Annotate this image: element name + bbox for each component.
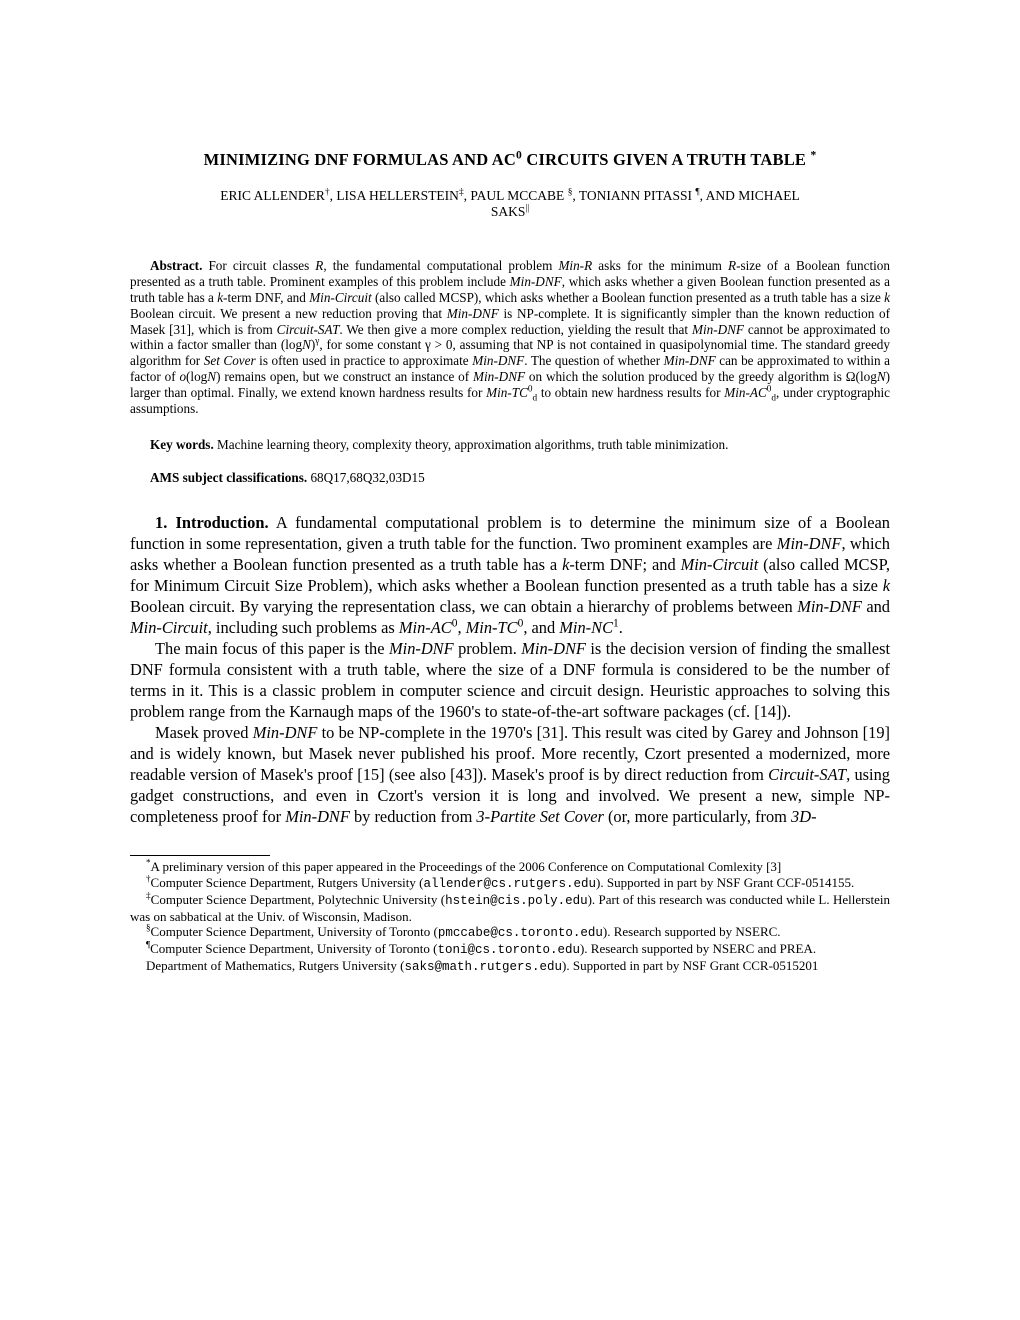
paragraph-1: 1. Introduction. A fundamental computati… bbox=[130, 512, 890, 638]
footnote-5: ¶Computer Science Department, University… bbox=[130, 941, 890, 958]
footnote-6: Department of Mathematics, Rutgers Unive… bbox=[130, 958, 890, 975]
abstract-block: Abstract. For circuit classes R, the fun… bbox=[130, 258, 890, 416]
abstract-label: Abstract. bbox=[150, 258, 202, 273]
author-4: TONIANN PITASSI bbox=[579, 188, 695, 203]
ams-text: 68Q17,68Q32,03D15 bbox=[307, 470, 425, 485]
footnote-1: *A preliminary version of this paper app… bbox=[130, 859, 890, 875]
ams-label: AMS subject classifications. bbox=[150, 470, 307, 485]
ams-block: AMS subject classifications. 68Q17,68Q32… bbox=[130, 470, 890, 486]
author-2: LISA HELLERSTEIN bbox=[336, 188, 459, 203]
title-text: MINIMIZING DNF FORMULAS AND AC bbox=[204, 150, 516, 169]
body-text: 1. Introduction. A fundamental computati… bbox=[130, 512, 890, 827]
author-5-marker: || bbox=[525, 203, 529, 213]
footnote-4: §Computer Science Department, University… bbox=[130, 924, 890, 941]
author-and: AND bbox=[706, 188, 735, 203]
author-3: PAUL MCCABE bbox=[470, 188, 567, 203]
author-5: MICHAEL bbox=[735, 188, 800, 203]
footnote-2: †Computer Science Department, Rutgers Un… bbox=[130, 875, 890, 892]
footnote-3: ‡Computer Science Department, Polytechni… bbox=[130, 892, 890, 925]
title-suffix: CIRCUITS GIVEN A TRUTH TABLE bbox=[522, 150, 810, 169]
title-marker: * bbox=[810, 150, 816, 162]
keywords-label: Key words. bbox=[150, 437, 214, 452]
section-heading: 1. Introduction. bbox=[155, 513, 269, 532]
author-1: ERIC ALLENDER bbox=[220, 188, 325, 203]
footnotes: *A preliminary version of this paper app… bbox=[130, 859, 890, 975]
paper-title: MINIMIZING DNF FORMULAS AND AC0 CIRCUITS… bbox=[130, 150, 890, 170]
keywords-block: Key words. Machine learning theory, comp… bbox=[130, 437, 890, 453]
author-5b: SAKS bbox=[491, 204, 526, 219]
paragraph-3: Masek proved Min-DNF to be NP-complete i… bbox=[130, 722, 890, 827]
keywords-text: Machine learning theory, complexity theo… bbox=[214, 437, 729, 452]
paragraph-2: The main focus of this paper is the Min-… bbox=[130, 638, 890, 722]
author-line: ERIC ALLENDER†, LISA HELLERSTEIN‡, PAUL … bbox=[130, 188, 890, 220]
